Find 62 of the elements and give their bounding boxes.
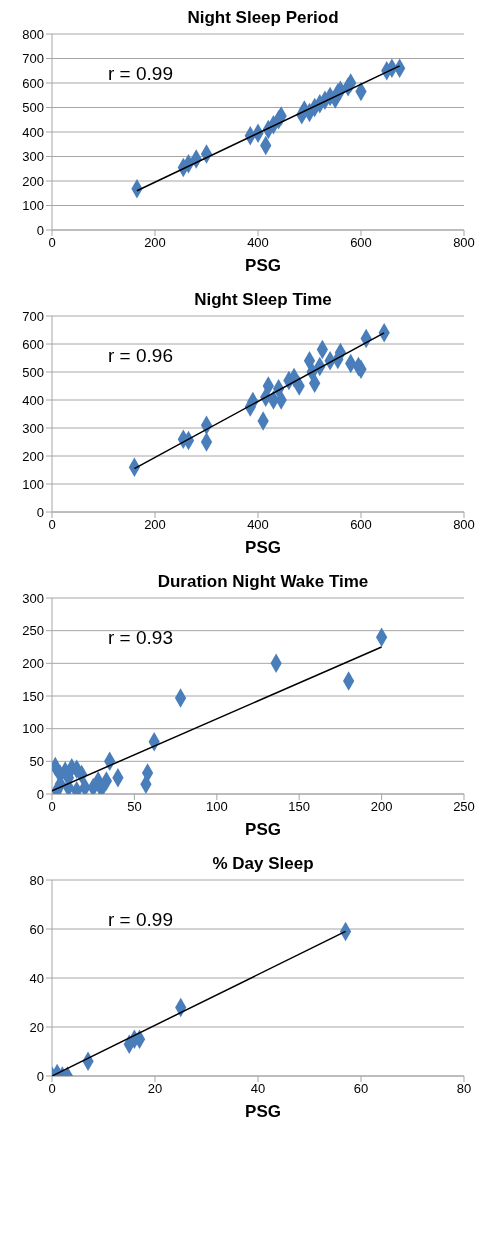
y-tick-label: 200 bbox=[22, 173, 44, 189]
x-tick-label: 20 bbox=[147, 1081, 163, 1097]
x-tick-label: 200 bbox=[144, 235, 166, 251]
x-tick-label: 50 bbox=[127, 799, 142, 815]
y-tick-label: 20 bbox=[29, 1019, 44, 1035]
y-tick-label: 700 bbox=[22, 308, 44, 324]
x-tick-label: 800 bbox=[453, 517, 475, 533]
y-tick-label: 150 bbox=[22, 688, 44, 704]
chart-title: % Day Sleep bbox=[211, 854, 315, 874]
x-tick-label: 200 bbox=[144, 517, 166, 533]
y-tick-label: 500 bbox=[22, 364, 44, 380]
x-tick-label: 600 bbox=[350, 517, 372, 533]
y-tick-label: 300 bbox=[22, 590, 44, 606]
x-tick-label: 800 bbox=[453, 235, 475, 251]
x-tick-label: 60 bbox=[353, 1081, 369, 1097]
y-tick-label: 800 bbox=[22, 26, 44, 42]
x-tick-label: 150 bbox=[288, 799, 311, 815]
annotation: r = 0.99 bbox=[108, 909, 173, 931]
y-tick-label: 80 bbox=[29, 872, 44, 888]
y-tick-label: 200 bbox=[22, 448, 44, 464]
y-tick-label: 500 bbox=[22, 100, 44, 116]
y-tick-label: 300 bbox=[22, 149, 44, 165]
annotation: r = 0.99 bbox=[108, 63, 173, 85]
y-tick-label: 100 bbox=[22, 721, 44, 737]
annotation: r = 0.96 bbox=[108, 345, 173, 367]
y-tick-label: 700 bbox=[22, 51, 44, 67]
y-tick-label: 300 bbox=[22, 420, 44, 436]
x-tick-label: 40 bbox=[250, 1081, 266, 1097]
x-tick-label: 100 bbox=[205, 799, 228, 815]
x-tick-label: 200 bbox=[370, 799, 393, 815]
y-tick-label: 60 bbox=[29, 921, 44, 937]
y-tick-label: 100 bbox=[22, 198, 44, 214]
y-tick-label: 600 bbox=[22, 75, 44, 91]
y-tick-label: 250 bbox=[22, 623, 44, 639]
y-tick-label: 100 bbox=[22, 476, 44, 492]
chart-title: Night Sleep Time bbox=[193, 290, 333, 310]
annotation: r = 0.93 bbox=[108, 627, 173, 649]
chart-title: Duration Night Wake Time bbox=[156, 572, 370, 592]
x-tick-label: 250 bbox=[453, 799, 475, 815]
x-axis-title: PSG bbox=[244, 820, 282, 840]
x-tick-label: 0 bbox=[48, 235, 56, 251]
x-axis-title: PSG bbox=[244, 1102, 282, 1122]
y-tick-label: 0 bbox=[36, 222, 44, 238]
y-tick-label: 200 bbox=[22, 655, 44, 671]
y-tick-label: 0 bbox=[36, 786, 44, 802]
x-axis-title: PSG bbox=[244, 256, 282, 276]
x-tick-label: 80 bbox=[456, 1081, 472, 1097]
x-tick-label: 400 bbox=[247, 235, 269, 251]
y-tick-label: 600 bbox=[22, 336, 44, 352]
y-tick-label: 0 bbox=[36, 504, 44, 520]
x-tick-label: 400 bbox=[247, 517, 269, 533]
y-tick-label: 400 bbox=[22, 124, 44, 140]
y-tick-label: 50 bbox=[29, 753, 44, 769]
y-tick-label: 0 bbox=[36, 1068, 44, 1084]
x-tick-label: 0 bbox=[48, 1081, 56, 1097]
x-tick-label: 0 bbox=[48, 517, 56, 533]
y-tick-label: 40 bbox=[29, 970, 44, 986]
x-tick-label: 0 bbox=[48, 799, 56, 815]
x-tick-label: 600 bbox=[350, 235, 372, 251]
chart-title: Night Sleep Period bbox=[186, 8, 340, 28]
x-axis-title: PSG bbox=[244, 538, 282, 558]
y-tick-label: 400 bbox=[22, 392, 44, 408]
